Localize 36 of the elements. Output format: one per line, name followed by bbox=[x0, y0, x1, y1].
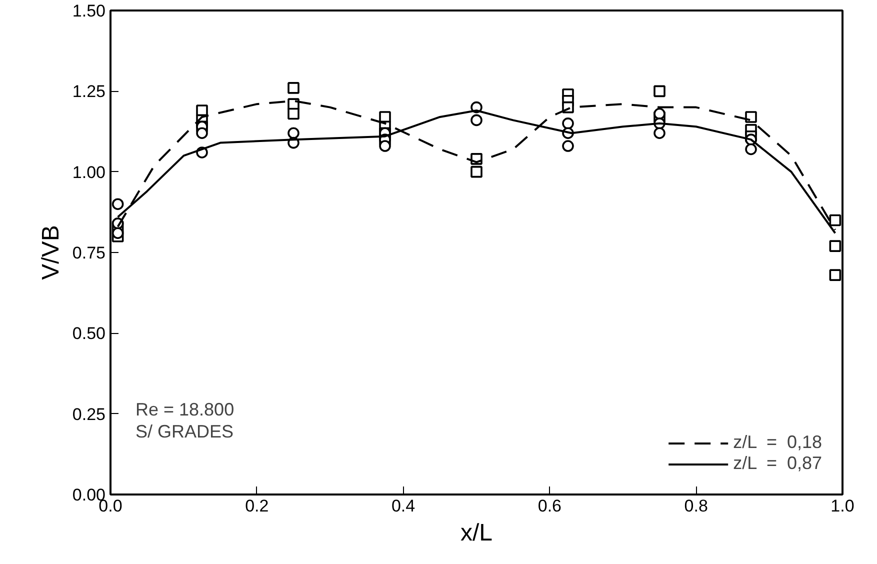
annotation: S/ GRADES bbox=[136, 422, 234, 442]
y-tick-label: 1.25 bbox=[72, 82, 106, 102]
x-tick-label: 0.4 bbox=[391, 496, 416, 516]
y-tick-label: 1.00 bbox=[72, 162, 106, 182]
x-tick-label: 0.8 bbox=[684, 496, 708, 516]
legend-label: z/L = 0,18 bbox=[733, 432, 822, 453]
point bbox=[654, 108, 666, 120]
point bbox=[745, 143, 757, 156]
y-tick-label: 0.50 bbox=[72, 324, 106, 344]
x-tick-label: 0.6 bbox=[538, 496, 562, 516]
annotation: Re = 18.800 bbox=[136, 400, 234, 420]
point bbox=[196, 127, 208, 140]
point bbox=[562, 140, 574, 152]
point bbox=[829, 269, 842, 281]
point bbox=[288, 127, 300, 140]
x-tick-label: 1.0 bbox=[830, 496, 854, 516]
point bbox=[112, 198, 124, 210]
point bbox=[654, 127, 666, 140]
y-axis-title: V/VB bbox=[37, 225, 64, 280]
y-tick-label: 0.75 bbox=[72, 244, 106, 262]
point bbox=[745, 111, 757, 123]
x-axis-title: x/L bbox=[460, 520, 493, 546]
point bbox=[379, 140, 391, 152]
y-tick-label: 1.50 bbox=[72, 2, 106, 20]
point bbox=[470, 114, 482, 126]
point bbox=[654, 85, 666, 98]
x-tick-label: 0.2 bbox=[245, 496, 269, 516]
point bbox=[288, 82, 300, 94]
point bbox=[112, 227, 124, 240]
point bbox=[470, 166, 482, 178]
legend-label: z/L = 0,87 bbox=[733, 453, 822, 474]
point bbox=[562, 118, 574, 130]
point bbox=[829, 240, 842, 252]
y-tick-label: 0.25 bbox=[72, 404, 106, 424]
point bbox=[288, 108, 300, 120]
point bbox=[829, 214, 842, 226]
